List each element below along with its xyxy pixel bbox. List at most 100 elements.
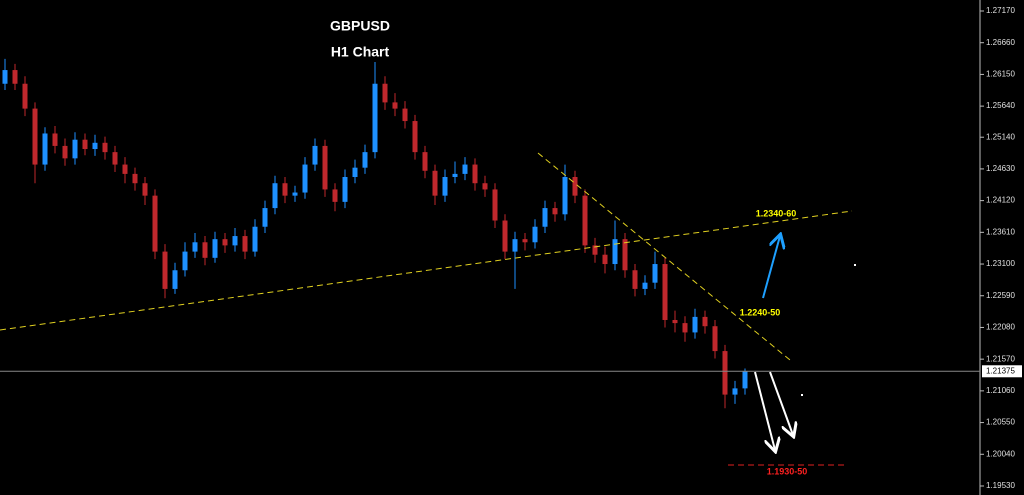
- y-tick-label: 1.21060: [986, 386, 1015, 395]
- y-tick-label: 1.20550: [986, 418, 1015, 427]
- candle-body: [12, 70, 18, 84]
- candle-body: [622, 239, 628, 271]
- candle-body: [612, 239, 618, 265]
- candle-body: [602, 254, 608, 265]
- candle-body: [172, 270, 178, 289]
- down-arrow: [769, 371, 793, 435]
- y-tick-label: 1.22080: [986, 323, 1015, 332]
- candle-body: [52, 133, 58, 146]
- candle-body: [202, 242, 208, 258]
- chart-subtitle: H1 Chart: [331, 44, 390, 60]
- candle-body: [412, 121, 418, 153]
- candle-body: [122, 164, 128, 174]
- candle-body: [742, 371, 748, 389]
- candle-body: [522, 239, 528, 243]
- candle-body: [272, 183, 278, 209]
- y-tick-label: 1.25140: [986, 132, 1015, 141]
- candle-body: [92, 142, 98, 150]
- current-price-box: [982, 365, 1022, 378]
- candle-body: [712, 326, 718, 352]
- candle-body: [312, 145, 318, 165]
- candle-body: [552, 208, 558, 215]
- candle-body: [582, 195, 588, 246]
- candle-body: [452, 173, 458, 177]
- candle-body: [232, 236, 238, 246]
- y-tick-label: 1.21570: [986, 354, 1015, 363]
- candle-body: [342, 176, 348, 202]
- candle-body: [642, 282, 648, 289]
- candle-body: [672, 319, 678, 324]
- level-label: 1.2240-50: [740, 307, 781, 317]
- dot: [854, 264, 856, 266]
- candle-body: [142, 183, 148, 196]
- candle-body: [72, 139, 78, 159]
- candle-body: [482, 183, 488, 190]
- candle-body: [502, 220, 508, 252]
- candle-body: [632, 270, 638, 289]
- candle-body: [222, 239, 228, 246]
- candle-body: [22, 83, 28, 109]
- candle-body: [422, 152, 428, 171]
- candle-body: [212, 239, 218, 258]
- candle-body: [82, 139, 88, 150]
- candle-body: [392, 102, 398, 109]
- y-tick-label: 1.26150: [986, 70, 1015, 79]
- candle-body: [372, 83, 378, 153]
- candle-body: [532, 226, 538, 243]
- y-tick-label: 1.24120: [986, 196, 1015, 205]
- candle-body: [732, 388, 738, 395]
- y-tick-label: 1.24630: [986, 164, 1015, 173]
- y-tick-label: 1.23610: [986, 227, 1015, 236]
- candle-body: [182, 251, 188, 271]
- candle-body: [2, 70, 8, 84]
- candle-body: [692, 316, 698, 333]
- candle-body: [682, 323, 688, 333]
- y-tick-label: 1.22590: [986, 291, 1015, 300]
- candle-body: [332, 189, 338, 202]
- candle-body: [442, 176, 448, 196]
- candle-body: [262, 208, 268, 227]
- candle-body: [42, 133, 48, 165]
- candle-body: [302, 164, 308, 193]
- candle-body: [432, 170, 438, 196]
- candle-body: [162, 251, 168, 289]
- candle-body: [192, 242, 198, 252]
- y-tick-label: 1.25640: [986, 101, 1015, 110]
- candle-body: [322, 145, 328, 190]
- candle-body: [572, 176, 578, 196]
- candle-body: [102, 142, 108, 153]
- candle-body: [252, 226, 258, 252]
- candles: [2, 58, 748, 409]
- candle-body: [382, 83, 388, 103]
- candle-body: [512, 239, 518, 252]
- y-tick-label: 1.23100: [986, 259, 1015, 268]
- candle-body: [32, 108, 38, 165]
- candle-body: [472, 164, 478, 184]
- candle-body: [652, 264, 658, 283]
- candle-body: [282, 183, 288, 196]
- current-price-label: 1.21375: [986, 366, 1015, 375]
- candle-body: [132, 173, 138, 184]
- candle-body: [562, 176, 568, 215]
- candle-body: [662, 264, 668, 320]
- chart-title: GBPUSD: [330, 18, 390, 34]
- candle-body: [402, 108, 408, 122]
- candle-body: [462, 164, 468, 174]
- down-arrow: [754, 371, 775, 450]
- resistance-trendline: [537, 152, 791, 361]
- candle-body: [702, 316, 708, 327]
- candle-body: [722, 351, 728, 395]
- candle-body: [542, 208, 548, 227]
- candle-body: [62, 145, 68, 159]
- candle-body: [592, 245, 598, 255]
- candle-body: [362, 152, 368, 168]
- y-tick-label: 1.20040: [986, 449, 1015, 458]
- level-label: 1.2340-60: [756, 208, 797, 218]
- y-tick-label: 1.27170: [986, 6, 1015, 15]
- level-label: 1.1930-50: [767, 466, 808, 476]
- candle-body: [492, 189, 498, 221]
- support-trendline: [0, 210, 853, 331]
